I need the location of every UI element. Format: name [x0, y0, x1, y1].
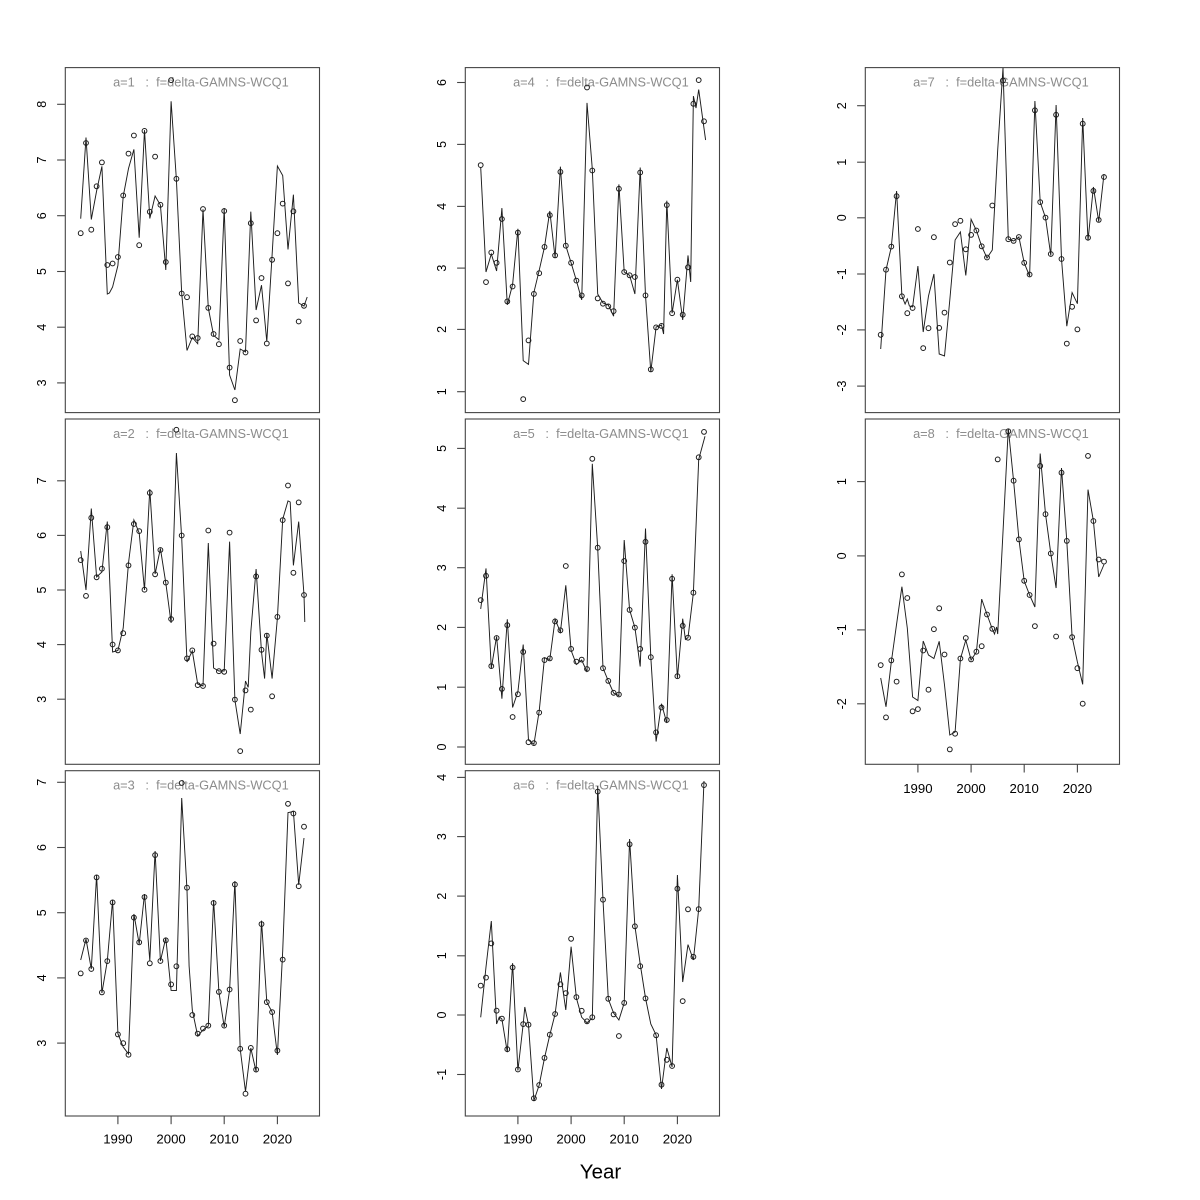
- svg-text:2000: 2000: [956, 781, 985, 796]
- svg-text:2: 2: [435, 326, 449, 333]
- svg-text:3: 3: [435, 564, 449, 571]
- svg-text:8: 8: [35, 101, 49, 108]
- svg-text:5: 5: [35, 268, 49, 275]
- svg-text:a=5 : f=delta-GAMNS-WCQ1: a=5 : f=delta-GAMNS-WCQ1: [513, 426, 689, 441]
- svg-text:5: 5: [435, 141, 449, 148]
- svg-text:1990: 1990: [503, 1132, 532, 1147]
- svg-text:7: 7: [35, 477, 49, 484]
- svg-text:4: 4: [435, 774, 449, 781]
- svg-text:0: 0: [435, 1011, 449, 1018]
- svg-text:6: 6: [35, 844, 49, 851]
- svg-text:-1: -1: [835, 624, 849, 635]
- svg-text:-2: -2: [835, 324, 849, 335]
- svg-text:5: 5: [435, 445, 449, 452]
- svg-text:1990: 1990: [903, 781, 932, 796]
- svg-text:-1: -1: [835, 268, 849, 279]
- svg-text:2: 2: [435, 893, 449, 900]
- svg-text:0: 0: [835, 552, 849, 559]
- svg-text:3: 3: [35, 696, 49, 703]
- svg-text:2020: 2020: [263, 1132, 292, 1147]
- svg-text:a=1 : f=delta-GAMNS-WCQ1: a=1 : f=delta-GAMNS-WCQ1: [113, 75, 289, 90]
- svg-text:2000: 2000: [556, 1132, 585, 1147]
- svg-text:6: 6: [35, 532, 49, 539]
- svg-text:3: 3: [435, 833, 449, 840]
- svg-text:4: 4: [435, 505, 449, 512]
- svg-text:5: 5: [35, 909, 49, 916]
- svg-text:4: 4: [35, 974, 49, 981]
- svg-text:2000: 2000: [156, 1132, 185, 1147]
- svg-text:-2: -2: [835, 698, 849, 709]
- svg-text:-3: -3: [835, 380, 849, 391]
- svg-text:4: 4: [35, 641, 49, 648]
- svg-text:2: 2: [435, 624, 449, 631]
- svg-text:2020: 2020: [663, 1132, 692, 1147]
- svg-text:1: 1: [835, 478, 849, 485]
- svg-text:3: 3: [435, 265, 449, 272]
- svg-text:7: 7: [35, 779, 49, 786]
- svg-text:2020: 2020: [1063, 781, 1092, 796]
- svg-text:3: 3: [35, 379, 49, 386]
- svg-text:5: 5: [35, 586, 49, 593]
- svg-text:2010: 2010: [210, 1132, 239, 1147]
- svg-text:2010: 2010: [610, 1132, 639, 1147]
- svg-text:4: 4: [35, 324, 49, 331]
- svg-text:2010: 2010: [1010, 781, 1039, 796]
- svg-text:1990: 1990: [103, 1132, 132, 1147]
- svg-text:1: 1: [435, 952, 449, 959]
- svg-text:a=8 : f=delta-GAMNS-WCQ1: a=8 : f=delta-GAMNS-WCQ1: [913, 426, 1089, 441]
- svg-text:2: 2: [835, 102, 849, 109]
- svg-text:1: 1: [835, 159, 849, 166]
- svg-text:0: 0: [835, 214, 849, 221]
- svg-text:0: 0: [435, 743, 449, 750]
- svg-text:1: 1: [435, 388, 449, 395]
- svg-text:a=4 : f=delta-GAMNS-WCQ1: a=4 : f=delta-GAMNS-WCQ1: [513, 75, 689, 90]
- svg-text:-1: -1: [435, 1069, 449, 1080]
- svg-text:6: 6: [35, 212, 49, 219]
- svg-text:Year: Year: [580, 1161, 622, 1184]
- svg-text:7: 7: [35, 156, 49, 163]
- svg-text:a=2 : f=delta-GAMNS-WCQ1: a=2 : f=delta-GAMNS-WCQ1: [113, 426, 289, 441]
- svg-text:4: 4: [435, 203, 449, 210]
- svg-text:6: 6: [435, 79, 449, 86]
- svg-text:1: 1: [435, 684, 449, 691]
- svg-text:a=6 : f=delta-GAMNS-WCQ1: a=6 : f=delta-GAMNS-WCQ1: [513, 778, 689, 793]
- svg-text:3: 3: [35, 1040, 49, 1047]
- svg-text:a=3 : f=delta-GAMNS-WCQ1: a=3 : f=delta-GAMNS-WCQ1: [113, 778, 289, 793]
